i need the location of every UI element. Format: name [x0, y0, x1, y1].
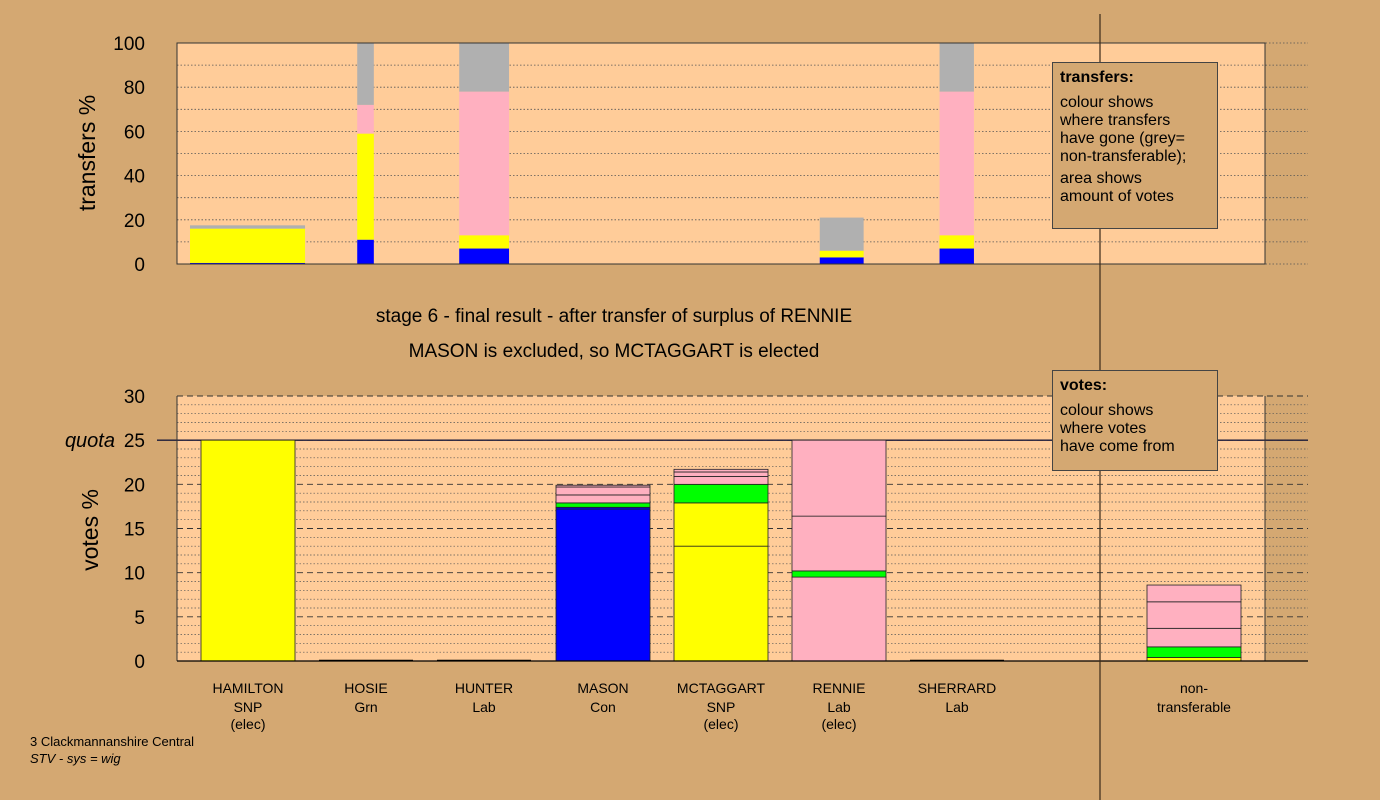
- vote-bar-segment: [791, 576, 887, 662]
- candidate-name-label: HAMILTON: [212, 680, 283, 696]
- transfer-bar-segment: [190, 262, 306, 264]
- candidate-name-label: non-: [1180, 680, 1208, 696]
- candidate-name-label: SHERRARD: [918, 680, 997, 696]
- votes-tick-label: 15: [124, 520, 145, 541]
- votes-tick-label: 30: [124, 387, 145, 408]
- candidate-name-label: HUNTER: [455, 680, 513, 696]
- vote-bar-segment: [555, 494, 651, 504]
- transfer-bar-segment: [459, 43, 510, 92]
- transfer-bar-segment: [939, 43, 974, 92]
- transfer-bar-segment: [819, 257, 864, 264]
- candidate-party-label: SNP: [234, 699, 263, 715]
- transfers-tick-label: 20: [124, 211, 145, 232]
- transfers-tick-label: 60: [124, 122, 145, 143]
- transfer-bar-segment: [357, 239, 374, 264]
- transfer-bar-segment: [939, 235, 974, 249]
- votes-legend-colour-text: colour shows where votes have come from: [1060, 402, 1175, 455]
- vote-bar-segment: [791, 515, 887, 572]
- vote-bar-segment: [1146, 646, 1242, 658]
- candidate-party-label: Lab: [827, 699, 851, 715]
- vote-bar-segment: [1146, 627, 1242, 648]
- vote-bar-segment: [555, 486, 651, 496]
- transfers-tick-label: 80: [124, 78, 145, 99]
- candidate-party-label: Lab: [472, 699, 496, 715]
- ward-label: 3 Clackmannanshire Central: [30, 734, 195, 749]
- transfers-axis-label: transfers %: [74, 95, 100, 211]
- votes-axis-label: votes %: [77, 489, 103, 571]
- vote-bar-segment: [673, 483, 769, 504]
- transfer-bar-segment: [939, 91, 974, 236]
- candidate-party-label: Grn: [354, 699, 377, 715]
- candidate-status-label: (elec): [230, 716, 265, 732]
- candidate-name-label: MASON: [577, 680, 628, 696]
- transfers-legend-colour-text: colour shows where transfers have gone (…: [1060, 94, 1187, 165]
- transfers-legend-area-text: area shows amount of votes: [1060, 170, 1174, 205]
- transfers-plot-border: [176, 42, 1266, 265]
- transfers-tick-label: 100: [113, 34, 145, 55]
- candidate-party-label: Con: [590, 699, 616, 715]
- votes-tick-label: 25: [124, 431, 145, 452]
- vote-bar-segment: [1146, 601, 1242, 629]
- vote-bar-segment: [555, 502, 651, 508]
- quota-label: quota: [65, 430, 115, 452]
- candidate-party-label: SNP: [707, 699, 736, 715]
- candidate-name-label: RENNIE: [813, 680, 866, 696]
- transfer-bar-segment: [190, 228, 306, 263]
- candidate-name-label: HOSIE: [344, 680, 388, 696]
- votes-tick-label: 20: [124, 475, 145, 496]
- vote-bar-segment: [673, 468, 769, 473]
- transfer-bar-segment: [357, 104, 374, 134]
- transfer-bar-segment: [939, 248, 974, 264]
- votes-tick-label: 5: [134, 608, 145, 629]
- votes-legend-title: votes:: [1060, 377, 1108, 394]
- vote-bar-segment: [200, 439, 296, 662]
- transfer-bar-segment: [459, 91, 510, 236]
- transfers-tick-label: 40: [124, 167, 145, 188]
- transfers-legend-title: transfers:: [1060, 69, 1134, 86]
- transfers-legend: transfers: colour shows where transfers …: [1052, 62, 1218, 229]
- transfers-tick-label: 0: [134, 255, 145, 276]
- vote-bar-segment: [555, 508, 651, 662]
- votes-tick-label: 10: [124, 564, 145, 585]
- candidate-party-label: transferable: [1157, 699, 1231, 715]
- transfer-bar-segment: [459, 248, 510, 264]
- transfer-bar-segment: [357, 43, 374, 105]
- candidate-party-label: Lab: [945, 699, 969, 715]
- candidate-name-label: MCTAGGART: [677, 680, 766, 696]
- candidate-status-label: (elec): [703, 716, 738, 732]
- transfer-bar-segment: [357, 133, 374, 240]
- system-label: STV - sys = wig: [30, 751, 121, 766]
- vote-bar-segment: [791, 439, 887, 517]
- outcome-caption: MASON is excluded, so MCTAGGART is elect…: [409, 341, 820, 362]
- votes-tick-label: 0: [134, 652, 145, 673]
- vote-bar-segment: [673, 502, 769, 547]
- votes-legend: votes: colour shows where votes have com…: [1052, 370, 1218, 471]
- stage-caption: stage 6 - final result - after transfer …: [376, 306, 852, 327]
- vote-bar-segment: [673, 471, 769, 477]
- vote-bar-segment: [791, 570, 887, 578]
- candidate-status-label: (elec): [821, 716, 856, 732]
- transfer-bar-segment: [190, 225, 306, 229]
- vote-bar-segment: [555, 484, 651, 488]
- vote-bar-segment: [1146, 584, 1242, 603]
- transfer-bar-segment: [819, 217, 864, 251]
- vote-bar-segment: [673, 475, 769, 485]
- transfer-bar-segment: [459, 235, 510, 249]
- vote-bar-segment: [673, 545, 769, 662]
- transfer-bar-segment: [819, 250, 864, 258]
